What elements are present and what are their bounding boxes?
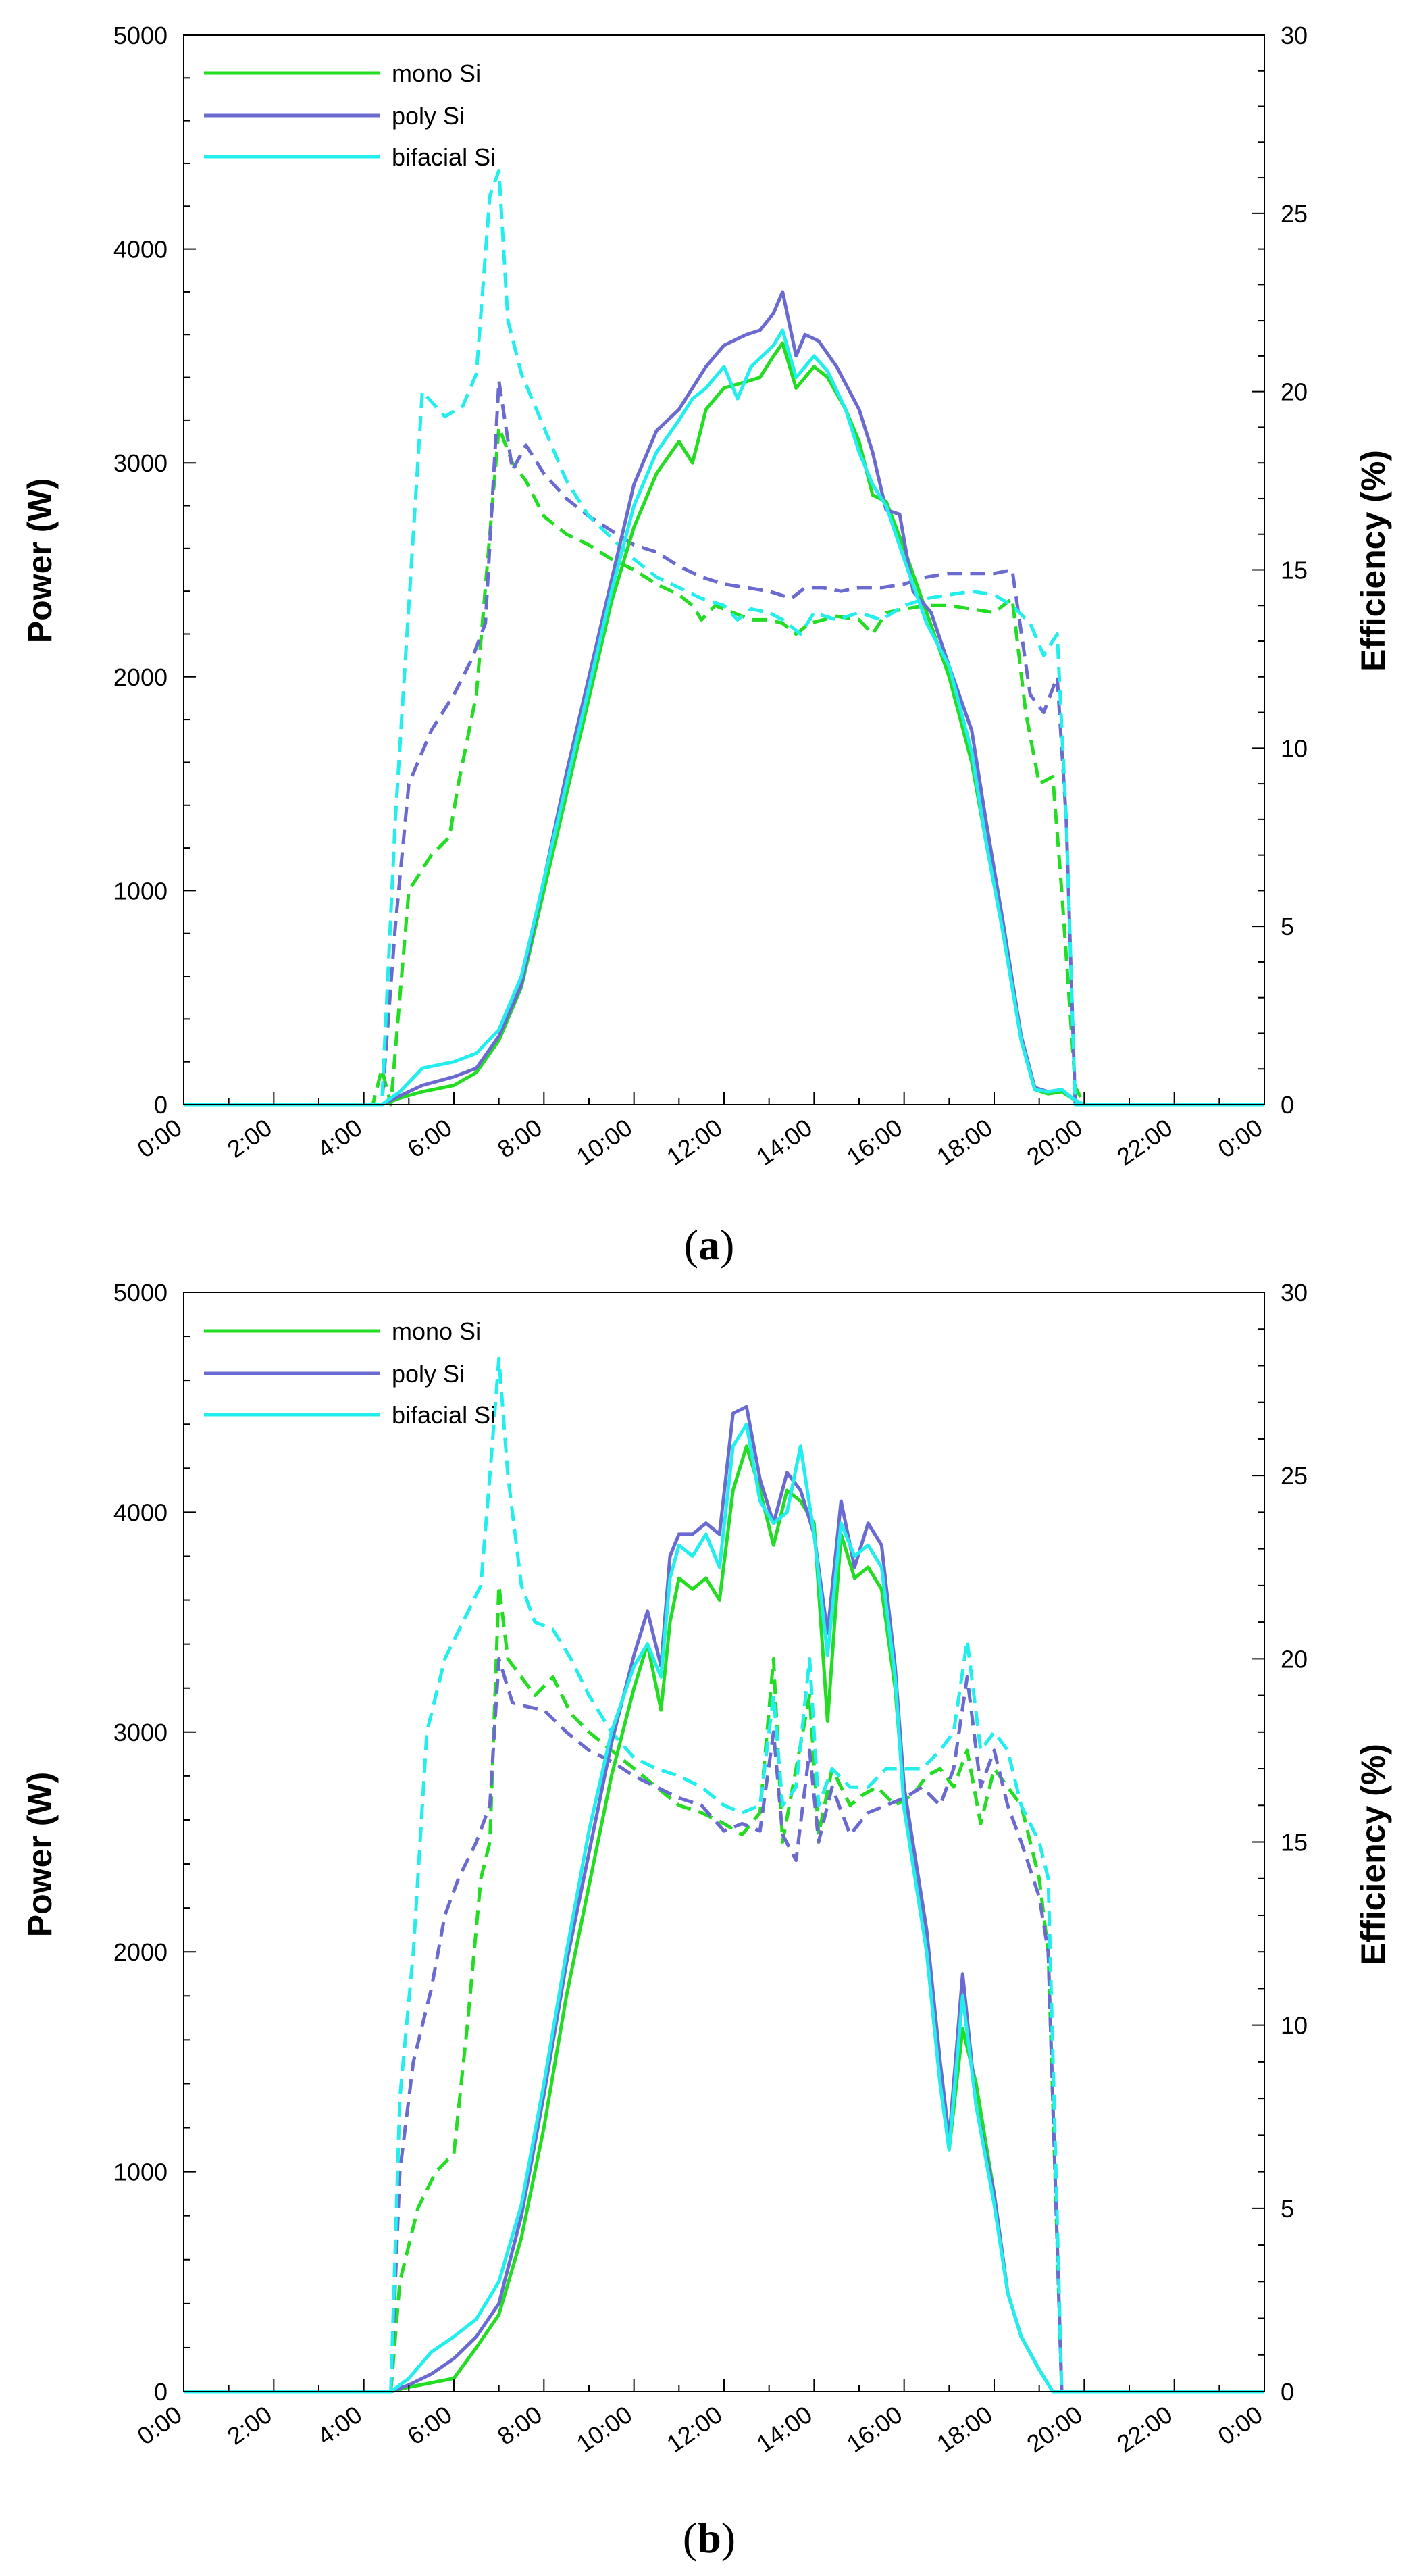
legend-label-mono: mono Si (392, 1317, 481, 1345)
y2-tick-label: 15 (1281, 1829, 1308, 1857)
efficiency-line-bifacial (184, 169, 1264, 1107)
y-tick-label: 4000 (113, 1498, 167, 1526)
power-line-poly (184, 290, 1264, 1107)
plot-area (184, 1357, 1264, 2394)
y-tick-label: 5000 (113, 22, 167, 49)
y2-tick-label: 10 (1281, 734, 1308, 762)
legend-label-bifacial: bifacial Si (392, 143, 496, 171)
y-tick-label: 0 (154, 2378, 167, 2406)
y-tick-label: 3000 (113, 449, 167, 477)
y2-tick-label: 25 (1281, 1462, 1308, 1490)
power-line-mono (184, 1444, 1264, 2394)
y-tick-label: 3000 (113, 1719, 167, 1746)
panel-label-b: (b) (683, 2514, 736, 2562)
y2-tick-label: 0 (1281, 1091, 1294, 1119)
y-tick-label: 0 (154, 1091, 167, 1119)
legend: mono Si poly Si bifacial Si (204, 1317, 496, 1429)
y2-tick-label: 5 (1281, 913, 1294, 940)
efficiency-line-poly (184, 1657, 1264, 2394)
panel-label-a: (a) (684, 1221, 735, 1269)
y2-tick-label: 30 (1281, 22, 1308, 49)
y-tick-label: 2000 (113, 1938, 167, 1966)
y2-tick-label: 5 (1281, 2195, 1294, 2223)
y2-tick-label: 20 (1281, 1645, 1308, 1673)
y-axis-title-efficiency: Efficiency (%) (1354, 1744, 1392, 1965)
legend-label-poly: poly Si (392, 1360, 465, 1388)
plot-area (184, 169, 1264, 1107)
y-tick-label: 1000 (113, 877, 167, 905)
efficiency-line-bifacial (184, 1357, 1264, 2394)
y2-tick-label: 30 (1281, 1279, 1308, 1307)
efficiency-line-poly (184, 379, 1264, 1107)
y2-tick-label: 15 (1281, 557, 1308, 584)
y2-tick-label: 10 (1281, 2012, 1308, 2040)
y-tick-label: 1000 (113, 2158, 167, 2186)
legend-label-poly: poly Si (392, 102, 465, 130)
power-line-bifacial (184, 328, 1264, 1107)
legend-label-bifacial: bifacial Si (392, 1401, 496, 1429)
efficiency-line-mono (184, 1584, 1264, 2394)
y2-tick-label: 0 (1281, 2378, 1294, 2406)
y-tick-label: 5000 (113, 1279, 167, 1307)
y-axis-title-efficiency: Efficiency (%) (1354, 450, 1392, 672)
y-axis-title-power: Power (W) (21, 1772, 59, 1937)
y-tick-label: 2000 (113, 663, 167, 691)
power-line-bifacial (184, 1422, 1264, 2394)
legend: mono Si poly Si bifacial Si (204, 59, 496, 171)
y2-tick-label: 25 (1281, 200, 1308, 228)
legend-label-mono: mono Si (392, 59, 481, 87)
y2-tick-label: 20 (1281, 378, 1308, 406)
y-tick-label: 4000 (113, 236, 167, 263)
y-axis-title-power: Power (W) (21, 478, 59, 643)
